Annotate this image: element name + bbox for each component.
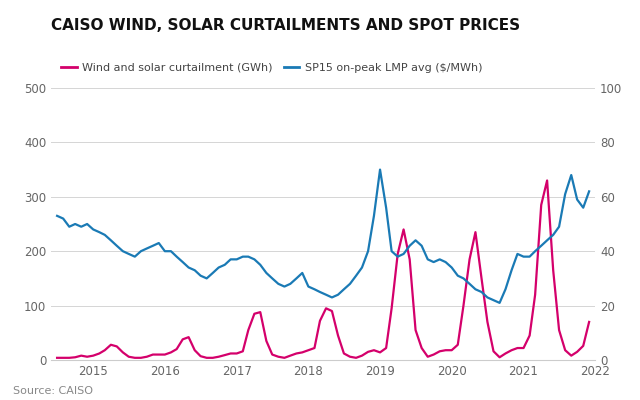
Legend: Wind and solar curtailment (GWh), SP15 on-peak LMP avg ($/MWh): Wind and solar curtailment (GWh), SP15 o… <box>57 58 487 77</box>
Text: CAISO WIND, SOLAR CURTAILMENTS AND SPOT PRICES: CAISO WIND, SOLAR CURTAILMENTS AND SPOT … <box>51 18 520 33</box>
Text: Source: CAISO: Source: CAISO <box>13 386 93 396</box>
